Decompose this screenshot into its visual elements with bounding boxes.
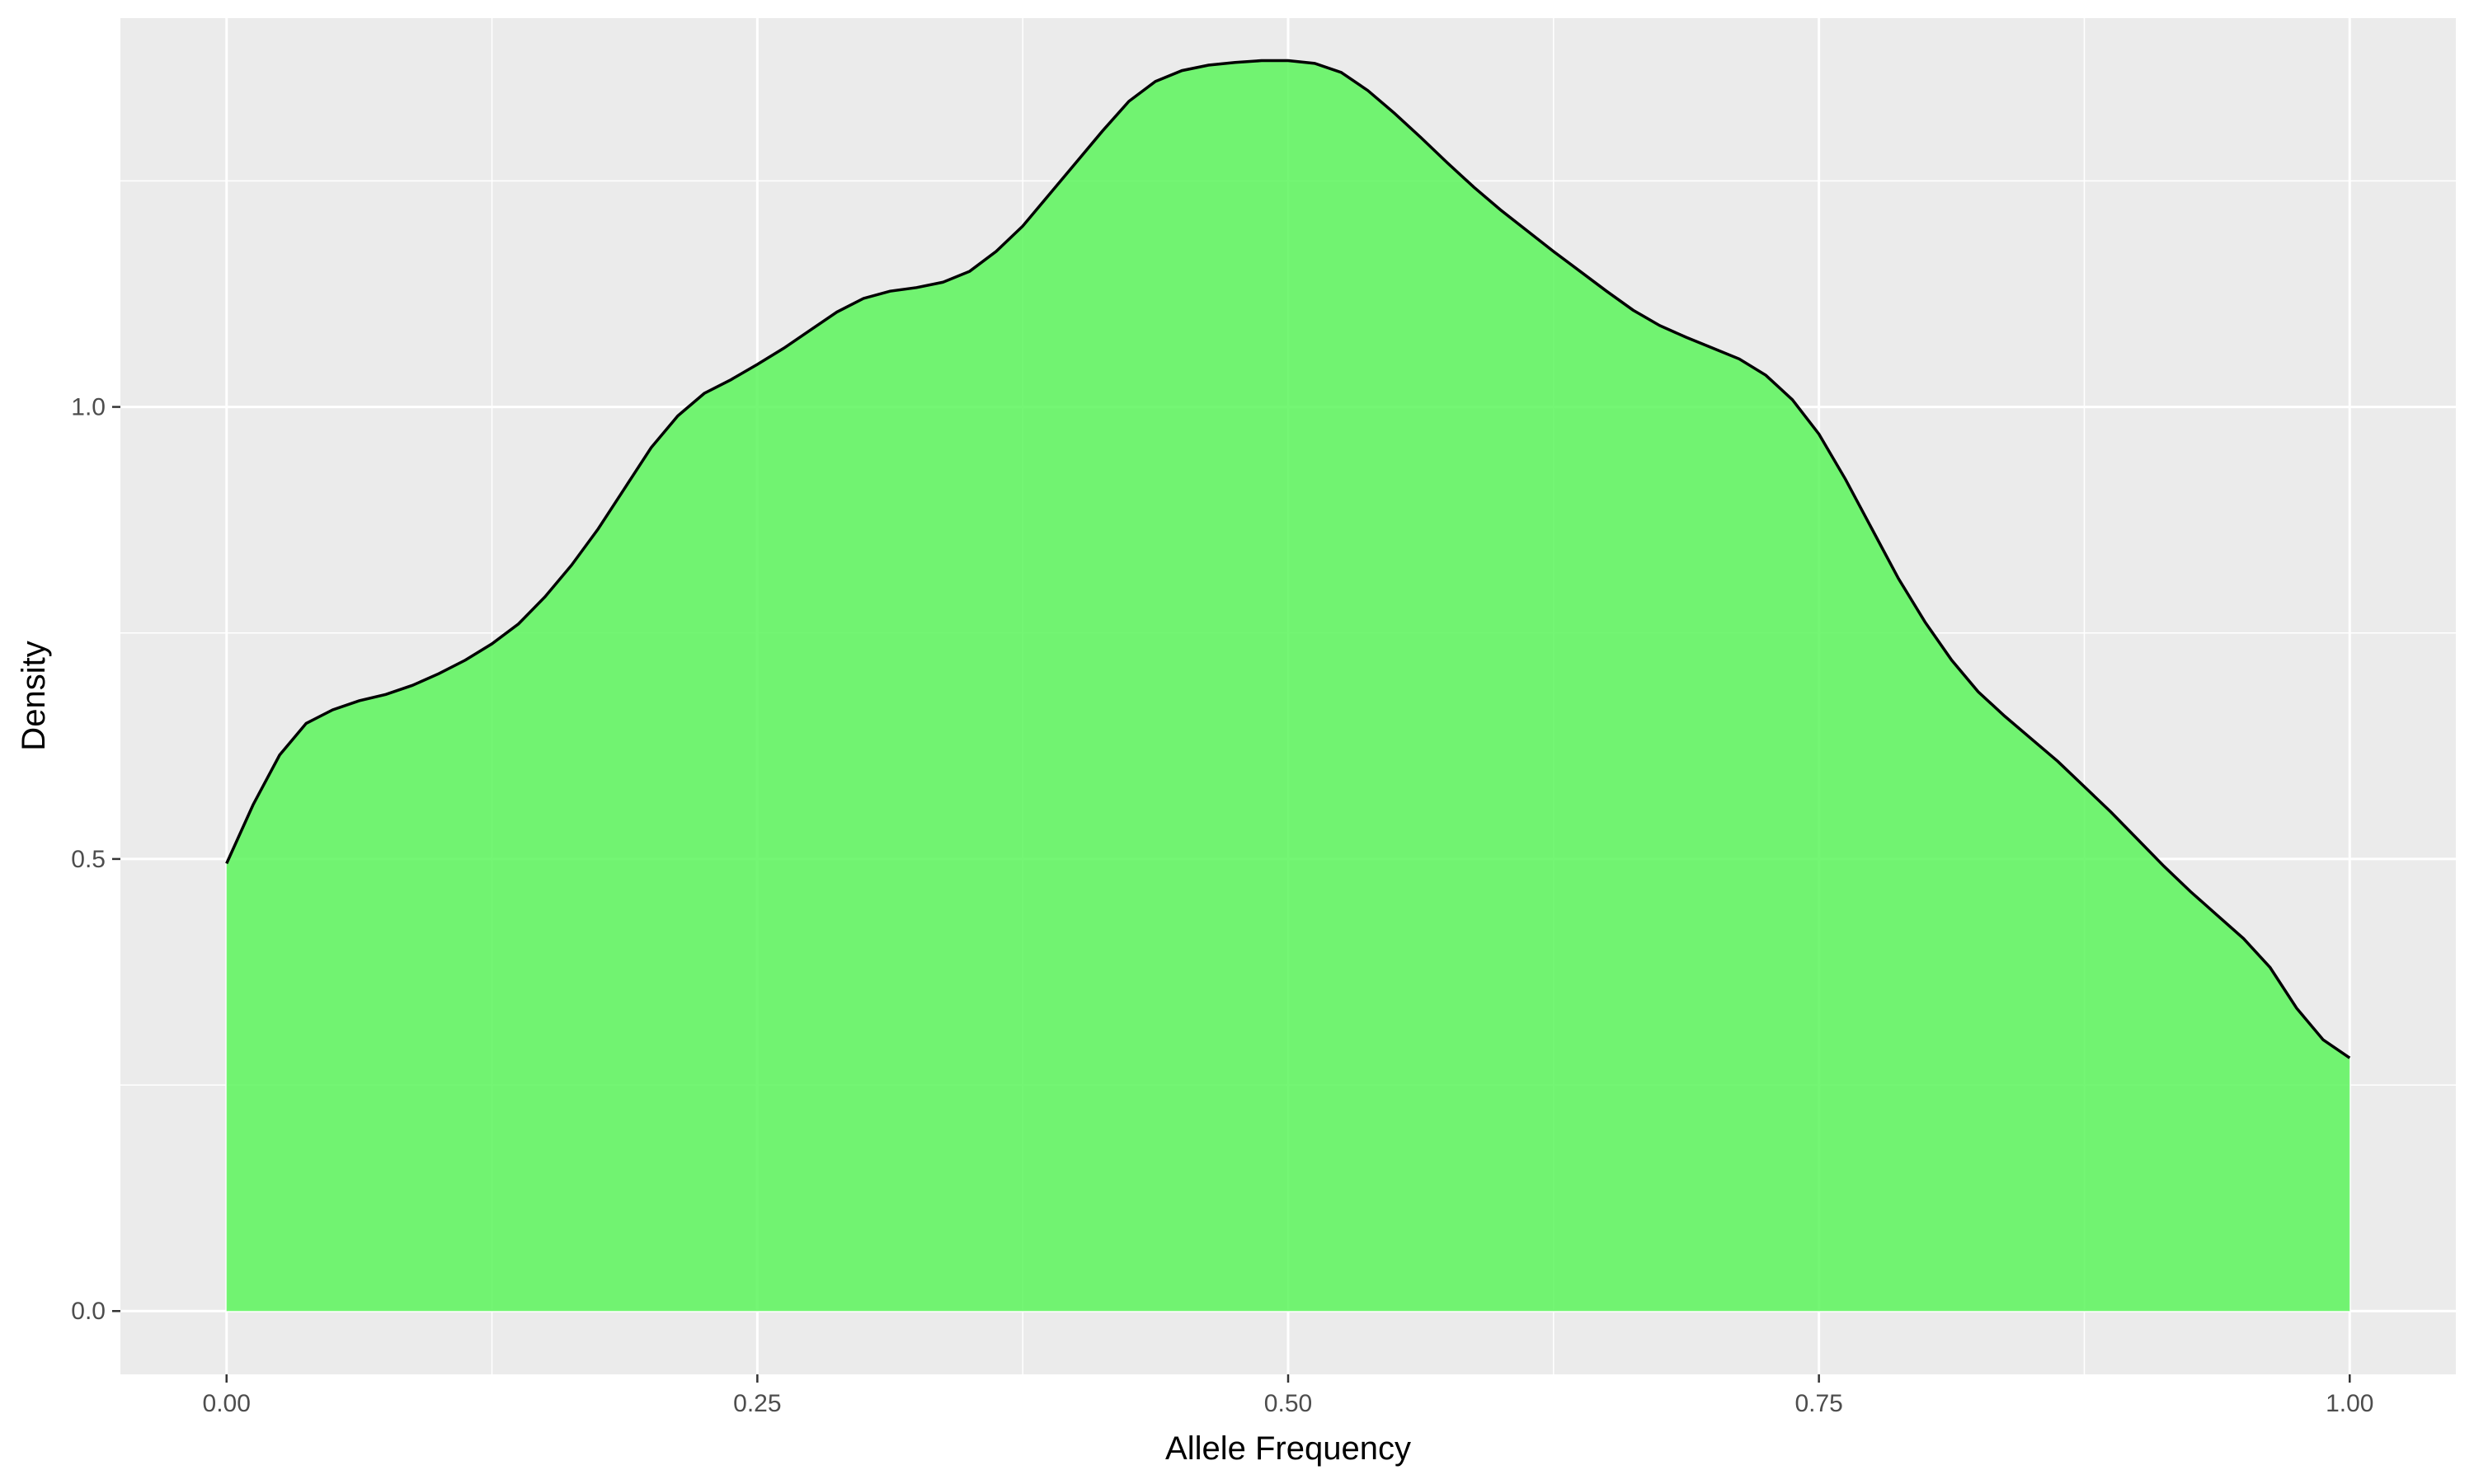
- x-tick-label: 0.75: [1794, 1390, 1842, 1417]
- x-tick-label: 0.50: [1264, 1390, 1312, 1417]
- y-axis: 0.0 0.5 1.0: [71, 394, 120, 1325]
- density-curve: [225, 59, 2351, 1059]
- x-tick-label: 0.00: [203, 1390, 251, 1417]
- y-axis-title: Density: [16, 641, 52, 750]
- x-tick-label: 1.00: [2326, 1390, 2373, 1417]
- y-tick-label: 1.0: [71, 394, 106, 421]
- x-tick-label: 0.25: [733, 1390, 781, 1417]
- y-tick-label: 0.5: [71, 846, 106, 873]
- y-tick-label: 0.0: [71, 1298, 106, 1325]
- density-area: [226, 60, 2350, 1312]
- x-axis-title: Allele Frequency: [1165, 1430, 1411, 1467]
- x-axis: 0.00 0.25 0.50 0.75 1.00: [203, 1374, 2373, 1417]
